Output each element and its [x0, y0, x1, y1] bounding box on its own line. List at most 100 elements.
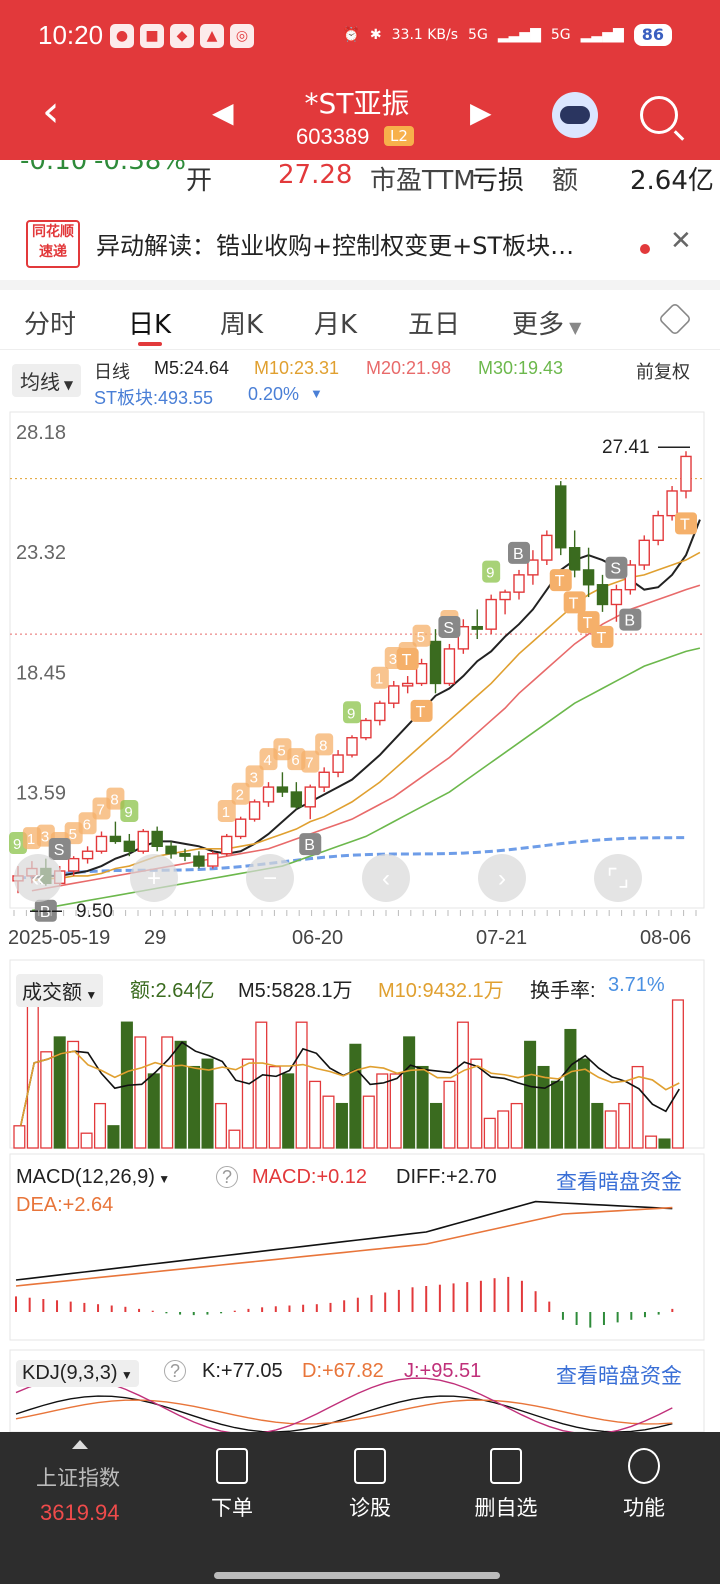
x-tick-label: 2025-05-19 — [8, 927, 110, 949]
volume-bar — [497, 1110, 510, 1149]
chart-control-button[interactable]: › — [478, 854, 526, 902]
signal-letter: T — [402, 652, 412, 669]
caret-down-icon: ▼ — [564, 318, 582, 337]
kdj-select[interactable]: KDJ(9,3,3) ▼ — [16, 1360, 139, 1387]
dark-pool-link[interactable]: 查看暗盘资金 — [556, 1171, 682, 1194]
charts-svg[interactable]: 28.1823.3218.4513.5991345678912345678913… — [0, 410, 720, 1435]
next-stock-icon[interactable]: ▶ — [470, 96, 492, 129]
volume-bar — [604, 1110, 617, 1149]
bluetooth-icon: ✱ — [369, 27, 382, 43]
signal-letter: B — [624, 613, 635, 630]
chart-control-glyph: › — [498, 865, 506, 892]
volume-bar — [671, 999, 684, 1149]
macd-select[interactable]: MACD(12,26,9) ▼ — [16, 1166, 171, 1188]
candle-body — [109, 835, 122, 843]
news-banner[interactable]: 同花顺 速递 异动解读：锆业收购+控制权变更+ST板块… ✕ — [0, 208, 720, 280]
candle-body — [388, 685, 400, 704]
macd-diff-line — [15, 1200, 673, 1281]
candle-body — [485, 598, 497, 630]
volume-bar — [309, 1080, 322, 1149]
volume-bar — [228, 1129, 241, 1149]
candle-body — [67, 857, 80, 872]
assistant-robot-icon[interactable] — [552, 92, 598, 138]
help-icon[interactable]: ? — [164, 1360, 186, 1382]
sequence-number: 8 — [110, 792, 118, 809]
x-tick-label: 29 — [144, 927, 166, 949]
low-price-label: 9.50 — [76, 901, 113, 922]
volume-bar — [67, 1040, 80, 1149]
kdj-j: J:+95.51 — [404, 1360, 482, 1382]
sequence-marker — [64, 822, 83, 845]
diagnose-button[interactable]: 诊股 — [320, 1448, 420, 1522]
indicator-select[interactable]: 均线 ▼ — [12, 364, 82, 397]
caret-down-icon[interactable]: ▼ — [310, 386, 323, 401]
signal-letter: B — [304, 837, 315, 854]
level2-badge[interactable]: L2 — [384, 126, 414, 146]
turnover-label: 换手率: — [530, 980, 596, 1002]
tab-more[interactable]: 更多 ▼ — [512, 310, 582, 340]
caret-down-icon: ▼ — [117, 1368, 133, 1382]
candle-body — [666, 490, 678, 517]
index-name[interactable]: 上证指数 — [36, 1466, 120, 1490]
sequence-marker — [120, 799, 139, 822]
chart-control-button[interactable]: ‹ — [362, 854, 410, 902]
signal-5g-1: 5G — [468, 27, 488, 43]
candle-body — [276, 786, 289, 793]
remove-watchlist-button[interactable]: 删自选 — [456, 1448, 556, 1522]
ma20-label: M20:21.98 — [366, 358, 452, 378]
y-tick-label: 13.59 — [16, 782, 66, 804]
order-button[interactable]: 下单 — [182, 1448, 282, 1522]
chart-control-circle — [594, 854, 642, 902]
divider — [0, 280, 720, 290]
chart-control-button[interactable]: − — [246, 854, 294, 902]
volume-select[interactable]: 成交额 ▼ — [16, 974, 104, 1007]
volume-bar — [80, 1132, 93, 1149]
stock-title: *ST亚振 — [304, 87, 410, 120]
adjust-mode[interactable]: 前复权 — [636, 362, 690, 382]
nav-bar: ‹ ◀ *ST亚振 603389 L2 ▶ — [0, 78, 720, 160]
volume-bar — [335, 1102, 348, 1149]
signal-marker-b — [299, 833, 322, 856]
close-icon[interactable]: ✕ — [670, 226, 692, 256]
amount-value: 2.64亿 — [630, 166, 714, 196]
tab-daily-k[interactable]: 日K — [128, 310, 172, 340]
chart-control-button[interactable]: + — [130, 854, 178, 902]
volume-bar — [134, 1036, 147, 1149]
signal-marker-b — [619, 608, 642, 631]
volume-bar — [255, 1021, 268, 1149]
turnover-value: 3.71% — [608, 974, 665, 996]
tab-five-day[interactable]: 五日 — [408, 310, 461, 340]
volume-bar — [537, 1065, 550, 1149]
tab-weekly-k[interactable]: 周K — [220, 310, 264, 340]
chart-control-circle — [130, 854, 178, 902]
candle-body — [541, 534, 553, 561]
pe-label: 市盈TTM — [370, 166, 476, 196]
sequence-number: 1 — [222, 804, 230, 821]
caret-down-icon: ▼ — [60, 378, 74, 392]
dark-pool-link[interactable]: 查看暗盘资金 — [556, 1365, 682, 1388]
tab-intraday[interactable]: 分时 — [24, 310, 77, 340]
signal-letter: T — [680, 516, 690, 533]
price-panel-frame — [9, 411, 705, 909]
functions-button[interactable]: 功能 — [594, 1448, 694, 1522]
volume-m10: M10:9432.1万 — [378, 980, 504, 1002]
back-chevron-icon[interactable]: ‹ — [42, 86, 60, 137]
expand-up-icon[interactable] — [72, 1440, 88, 1449]
volume-bar — [524, 1040, 537, 1149]
prev-stock-icon[interactable]: ◀ — [212, 96, 234, 129]
sequence-number: 5 — [69, 826, 77, 843]
ma-legend: 均线 ▼ 日线 M5:24.64 M10:23.31 M20:21.98 M30… — [0, 354, 720, 410]
chart-control-button[interactable]: ⌜⌟ — [594, 854, 642, 902]
chart-control-button[interactable]: « — [14, 854, 62, 902]
candle-body — [471, 625, 483, 630]
sector-index[interactable]: ST板块:493.55 — [94, 388, 214, 408]
help-icon[interactable]: ? — [216, 1166, 238, 1188]
news-text[interactable]: 异动解读：锆业收购+控制权变更+ST板块… — [96, 232, 575, 260]
macd-dea-line — [15, 1206, 673, 1287]
chart-control-glyph: ⌜⌟ — [607, 865, 630, 892]
settings-icon[interactable] — [658, 302, 692, 336]
tab-monthly-k[interactable]: 月K — [314, 310, 358, 340]
stock-code: 603389 — [296, 124, 370, 149]
search-icon[interactable] — [640, 96, 678, 134]
sequence-number: 7 — [305, 755, 313, 772]
